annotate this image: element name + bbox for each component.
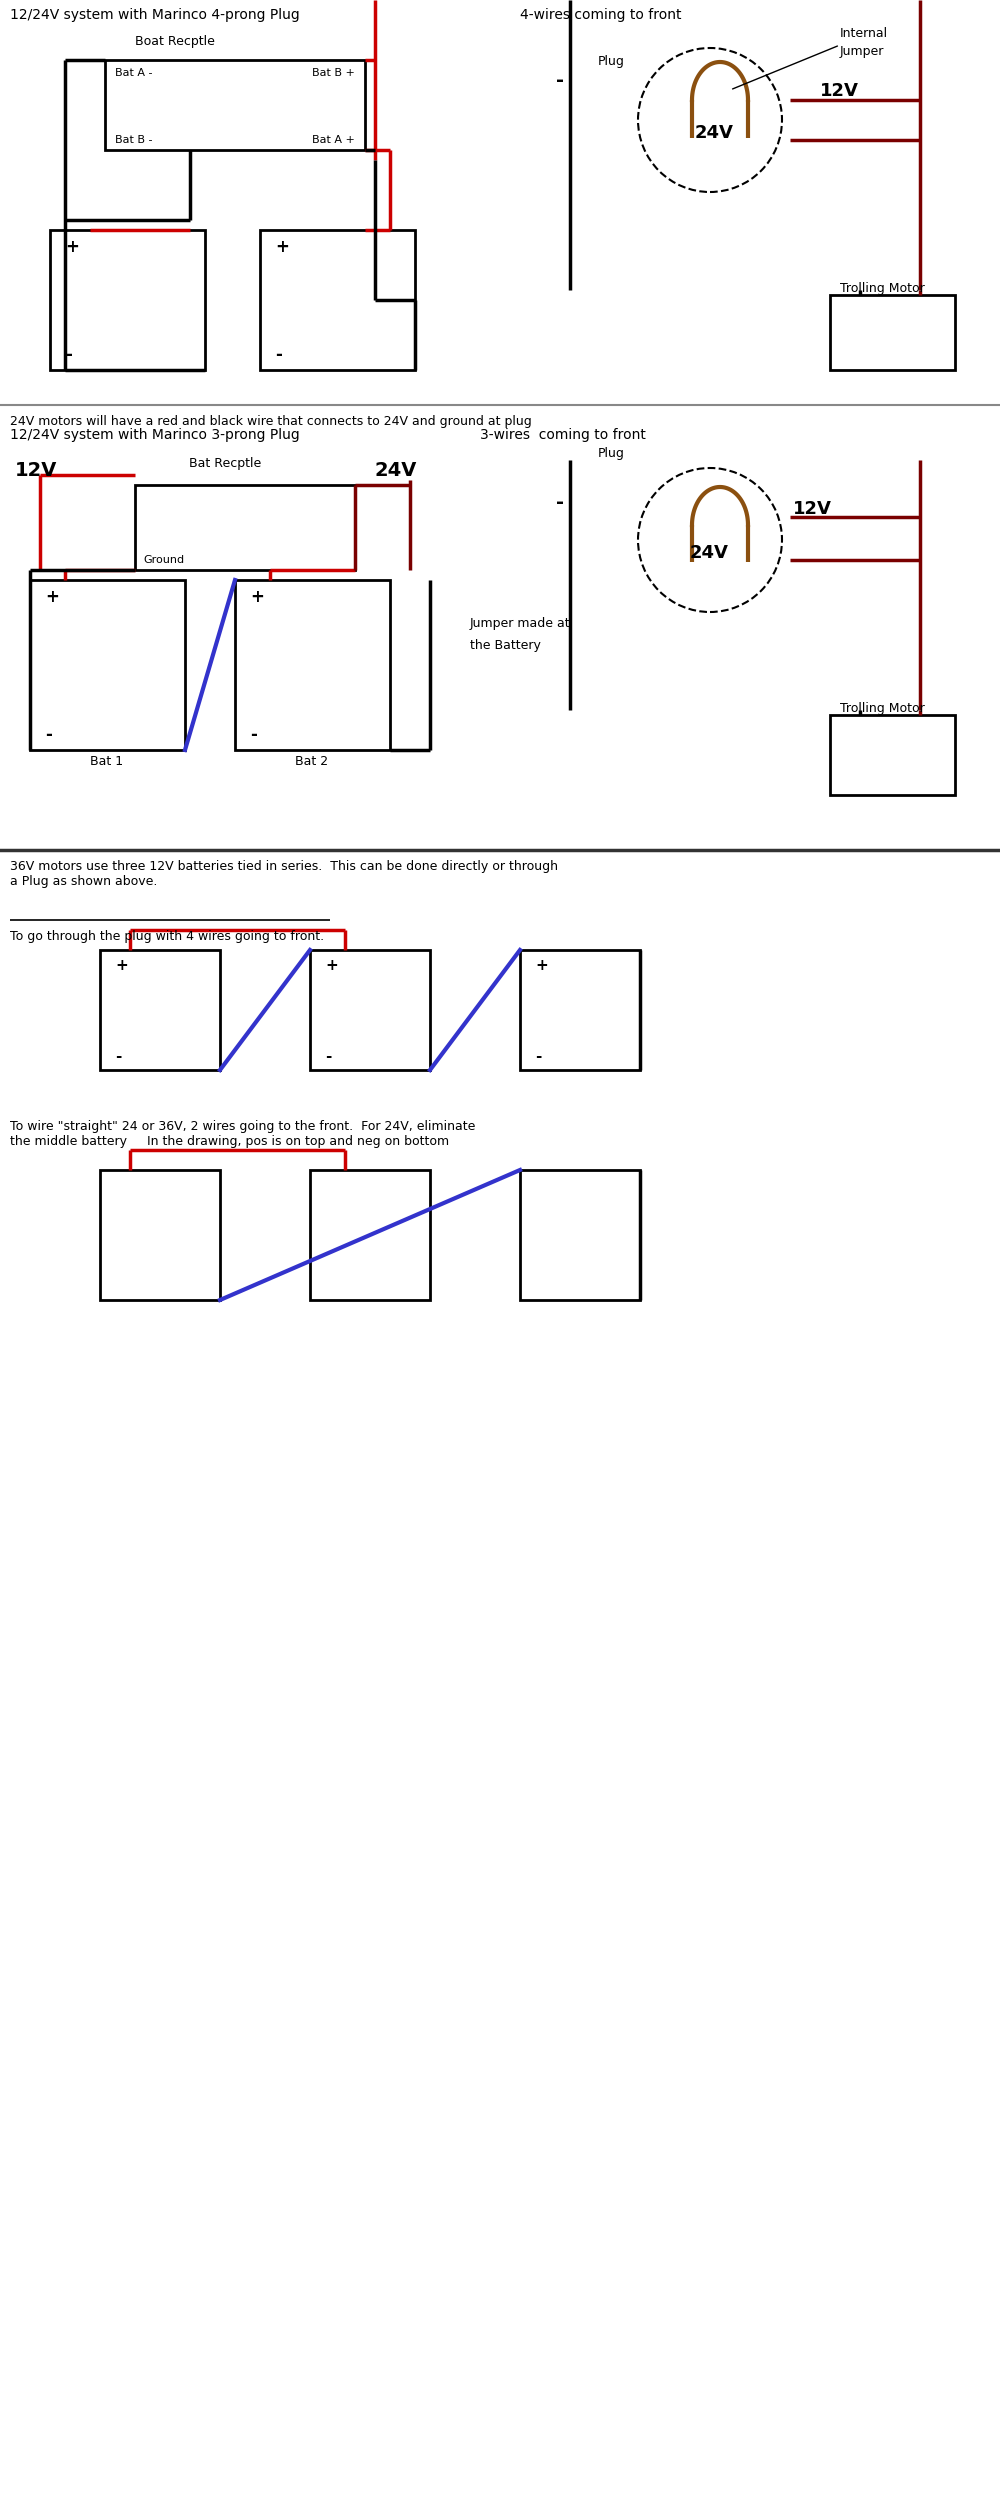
FancyBboxPatch shape	[50, 230, 205, 370]
Text: -: -	[325, 1050, 331, 1065]
Text: 3-wires  coming to front: 3-wires coming to front	[480, 428, 646, 442]
FancyBboxPatch shape	[260, 230, 415, 370]
Text: +: +	[275, 238, 289, 255]
Text: -: -	[275, 345, 282, 365]
Text: Jumper: Jumper	[840, 45, 884, 58]
Text: Ground: Ground	[143, 555, 184, 565]
FancyBboxPatch shape	[105, 60, 365, 150]
Text: Jumper made at: Jumper made at	[470, 618, 571, 630]
Text: To go through the plug with 4 wires going to front.: To go through the plug with 4 wires goin…	[10, 930, 324, 942]
Text: To wire "straight" 24 or 36V, 2 wires going to the front.  For 24V, eliminate
th: To wire "straight" 24 or 36V, 2 wires go…	[10, 1120, 475, 1148]
Text: -: -	[65, 345, 72, 365]
Text: 12V: 12V	[793, 500, 832, 518]
Text: -: -	[45, 725, 52, 745]
Text: 24V: 24V	[695, 125, 734, 142]
Text: Bat 2: Bat 2	[295, 755, 329, 768]
Text: +: +	[325, 958, 338, 972]
Text: Bat B +: Bat B +	[312, 68, 355, 78]
Text: 24V: 24V	[375, 460, 417, 480]
Text: Bat 1: Bat 1	[90, 755, 124, 768]
Text: 12/24V system with Marinco 4-prong Plug: 12/24V system with Marinco 4-prong Plug	[10, 8, 300, 22]
Text: -: -	[556, 492, 564, 512]
Text: +: +	[65, 238, 79, 255]
Text: 12V: 12V	[820, 82, 859, 100]
Text: 24V: 24V	[690, 545, 729, 562]
Text: 24V motors will have a red and black wire that connects to 24V and ground at plu: 24V motors will have a red and black wir…	[10, 415, 532, 428]
FancyBboxPatch shape	[100, 1170, 220, 1300]
Text: Trolling Motor: Trolling Motor	[840, 282, 925, 295]
FancyBboxPatch shape	[520, 1170, 640, 1300]
Text: 12/24V system with Marinco 3-prong Plug: 12/24V system with Marinco 3-prong Plug	[10, 428, 300, 442]
Text: -: -	[250, 725, 257, 745]
FancyBboxPatch shape	[135, 485, 355, 570]
Text: Boat Recptle: Boat Recptle	[135, 35, 215, 48]
Text: +: +	[250, 588, 264, 605]
Text: Trolling Motor: Trolling Motor	[840, 703, 925, 715]
Text: +: +	[115, 958, 128, 972]
Text: Bat A +: Bat A +	[312, 135, 355, 145]
Text: 12V: 12V	[15, 460, 57, 480]
Text: -: -	[115, 1050, 121, 1065]
FancyBboxPatch shape	[235, 580, 390, 750]
Text: 4-wires coming to front: 4-wires coming to front	[520, 8, 682, 22]
Text: Internal: Internal	[840, 28, 888, 40]
Text: the Battery: the Battery	[470, 640, 541, 652]
Text: -: -	[535, 1050, 541, 1065]
FancyBboxPatch shape	[520, 950, 640, 1070]
Text: Plug: Plug	[598, 448, 625, 460]
Text: Bat A -: Bat A -	[115, 68, 152, 78]
Text: Bat Recptle: Bat Recptle	[189, 458, 261, 470]
Text: +: +	[45, 588, 59, 605]
FancyBboxPatch shape	[30, 580, 185, 750]
FancyBboxPatch shape	[310, 1170, 430, 1300]
FancyBboxPatch shape	[830, 295, 955, 370]
Text: 36V motors use three 12V batteries tied in series.  This can be done directly or: 36V motors use three 12V batteries tied …	[10, 860, 558, 887]
FancyBboxPatch shape	[310, 950, 430, 1070]
FancyBboxPatch shape	[100, 950, 220, 1070]
Text: Plug: Plug	[598, 55, 625, 68]
Text: -: -	[556, 70, 564, 90]
Text: +: +	[535, 958, 548, 972]
Text: Bat B -: Bat B -	[115, 135, 152, 145]
FancyBboxPatch shape	[830, 715, 955, 795]
